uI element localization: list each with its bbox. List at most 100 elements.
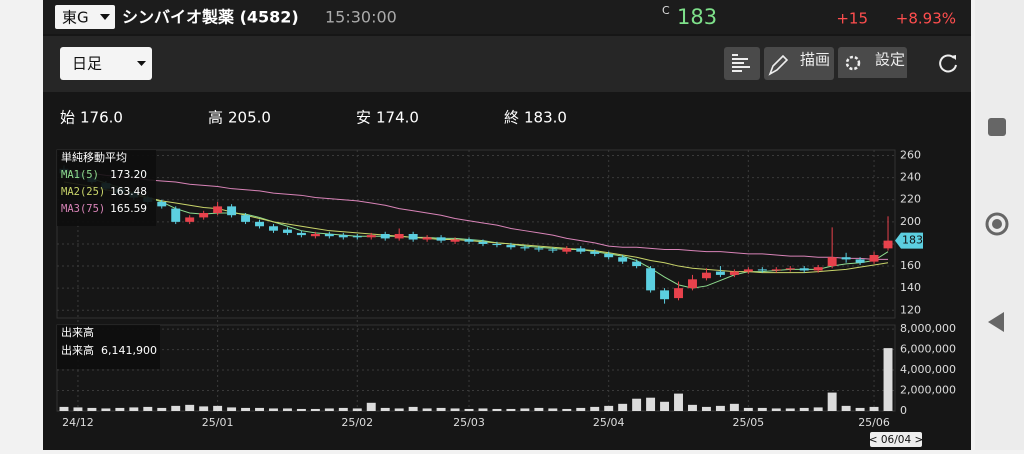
legend-name: 出来高	[61, 343, 94, 357]
dropdown-arrow	[100, 14, 110, 20]
refresh-icon[interactable]	[939, 54, 957, 73]
candle-body	[352, 236, 362, 238]
candle-body	[269, 226, 278, 231]
y-tick-label: 6,000,000	[900, 343, 956, 356]
volume-bar	[338, 407, 348, 411]
x-tick-label: 25/02	[341, 416, 373, 429]
candle-body	[841, 257, 851, 260]
candle-body	[199, 213, 209, 218]
candle-body	[324, 234, 334, 237]
legend-value: 165.59	[110, 203, 147, 215]
volume-bar	[855, 407, 865, 411]
ohlc-label: 始	[60, 109, 75, 127]
gear-icon	[845, 55, 861, 71]
candle-body	[171, 208, 181, 222]
toolbar-clip	[838, 78, 907, 92]
market-select[interactable]	[55, 5, 115, 29]
candle-body	[688, 279, 697, 289]
home-dot	[992, 219, 1002, 229]
period-select[interactable]	[60, 47, 152, 80]
candle-body	[715, 271, 725, 275]
candle-body	[646, 268, 656, 291]
volume-bar	[408, 406, 418, 411]
volume-bar	[324, 408, 334, 411]
volume-bar	[478, 408, 488, 411]
volume-bar	[604, 405, 614, 411]
volume-bar	[799, 407, 809, 411]
ohlc-value: 176.0	[80, 109, 123, 127]
indicator-icon	[732, 54, 750, 72]
volume-bar	[883, 348, 893, 411]
x-tick-label: 25/04	[593, 416, 625, 429]
x-tick-label: 25/03	[453, 416, 485, 429]
legend-name: MA2(25)	[61, 186, 105, 198]
volume-bar	[632, 398, 642, 411]
draw-label: 描画	[800, 51, 830, 69]
volume-bar	[59, 406, 69, 411]
volume-bar	[269, 408, 278, 411]
legend-name: MA3(75)	[61, 203, 105, 215]
back-button[interactable]	[988, 312, 1004, 332]
candle-body	[632, 261, 642, 267]
ohlc-value: 205.0	[228, 109, 271, 127]
recents-button[interactable]	[988, 118, 1006, 136]
volume-bar	[520, 408, 530, 411]
candle-body	[408, 234, 418, 240]
candle-body	[227, 206, 237, 216]
y-tick-label: 220	[900, 193, 921, 206]
volume-bar	[674, 393, 683, 411]
candle-body	[771, 269, 781, 271]
candle-body	[436, 237, 446, 241]
price: 183	[677, 5, 717, 29]
volume-bar	[422, 408, 432, 411]
x-tick-label: 24/12	[62, 416, 94, 429]
volume-bar	[352, 408, 362, 411]
settings-button[interactable]	[838, 47, 907, 80]
price-badge	[895, 232, 923, 249]
draw-button[interactable]	[764, 47, 834, 80]
y-tick-label: 2,000,000	[900, 384, 956, 397]
ohlc-label: 終	[504, 109, 519, 127]
legend-title: 単純移動平均	[61, 150, 127, 164]
volume-bar	[115, 407, 125, 411]
home-button[interactable]	[985, 212, 1009, 236]
volume-bar	[729, 403, 739, 411]
volume-bar	[534, 407, 544, 411]
volume-bar	[143, 406, 153, 411]
volume-bar	[171, 405, 181, 411]
legend-value: 163.48	[110, 186, 147, 198]
x-tick-label: 25/01	[202, 416, 234, 429]
pencil-icon	[768, 54, 789, 76]
candle-body	[562, 248, 572, 252]
candle-body	[506, 245, 516, 248]
volume-bar	[366, 402, 376, 411]
candle-body	[213, 206, 223, 213]
candle-body	[394, 234, 404, 239]
x-tick-label: 25/05	[732, 416, 764, 429]
candle-body	[450, 239, 460, 242]
volume-bar	[506, 408, 516, 411]
volume-bar	[646, 397, 656, 411]
candle-body	[534, 248, 544, 250]
candle-body	[799, 268, 809, 271]
candle-body	[855, 259, 865, 263]
volume-bar	[492, 408, 502, 411]
candle-body	[729, 271, 739, 275]
candle-body	[618, 257, 628, 262]
candle-body	[813, 267, 823, 271]
refresh-arrow	[951, 55, 956, 60]
candle-body	[492, 243, 502, 246]
volume-bar	[464, 408, 474, 411]
volume-bar	[380, 407, 390, 411]
ma-line	[63, 170, 889, 260]
y-tick-label: 240	[900, 171, 921, 184]
volume-bar	[185, 404, 195, 411]
volume-bar	[576, 407, 586, 411]
candle-body	[478, 241, 488, 244]
volume-bar	[562, 408, 572, 411]
volume-bar	[450, 408, 460, 411]
candle-body	[241, 215, 251, 222]
candle-body	[366, 235, 376, 238]
volume-bar	[101, 408, 111, 411]
candle-body	[520, 247, 530, 249]
